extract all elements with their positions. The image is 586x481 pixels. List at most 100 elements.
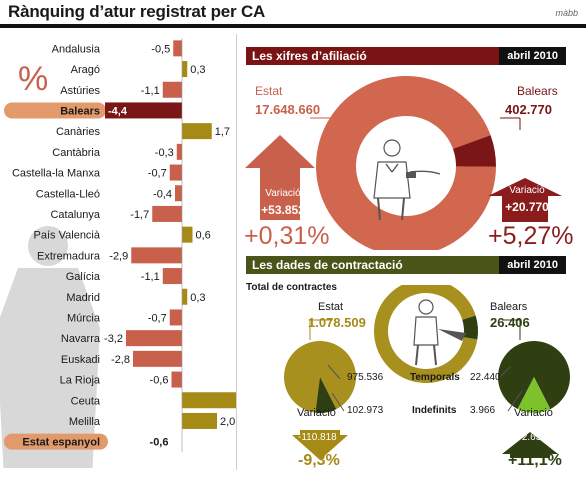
- balears-indefinits-value: 3.966: [470, 405, 496, 416]
- bar-balears: [105, 102, 182, 119]
- value-label-pais-valencia: 0,6: [196, 230, 211, 242]
- bar-arago: [182, 61, 188, 78]
- afiliacio-estat-variation-label: Variació: [265, 188, 301, 199]
- estat-indefinits-value: 102.973: [347, 405, 384, 416]
- value-label-euskadi: -2,8: [111, 354, 130, 366]
- percent-symbol: %: [18, 60, 49, 98]
- contractes-balears-arrow: [502, 432, 558, 458]
- bar-extremadura: [131, 247, 182, 264]
- category-label-castella-lleo: Castella-Lleó: [36, 188, 100, 200]
- value-label-canaries: 1,7: [215, 126, 230, 138]
- worker-icon: [413, 299, 466, 366]
- contractes-estat-temporals-slice: [284, 341, 356, 413]
- contractes-balears-variation: +2.634: [516, 432, 547, 443]
- bar-melilla: [182, 412, 217, 429]
- category-label-melilla: Melilla: [69, 416, 101, 428]
- bar-cantabria: [176, 143, 182, 160]
- page-title: Rànquing d’atur registrat per CA: [8, 2, 266, 21]
- category-label-catalunya: Catalunya: [50, 209, 100, 221]
- category-label-canaries: Canàries: [56, 126, 101, 138]
- value-label-extremadura: -2,9: [109, 250, 128, 262]
- value-label-balears: -4,4: [108, 105, 128, 117]
- contractacio-graphic: [284, 285, 570, 460]
- contractes-balears-indefinits-slice: [517, 377, 551, 413]
- contractacio-header: Les dades de contractació abril 2010: [246, 256, 566, 274]
- credit-label: màbb: [555, 8, 578, 18]
- category-label-andalusia: Andalusia: [52, 43, 101, 55]
- contractacio-title: Les dades de contractació: [252, 258, 403, 272]
- contractes-estat-variation: -110.818: [298, 432, 337, 443]
- afiliacio-estat-name: Estat: [255, 84, 283, 98]
- afiliacio-balears-value: 402.770: [505, 102, 552, 117]
- bar-andalusia: [173, 40, 182, 57]
- label-bg-estat-espanyol: [4, 433, 108, 450]
- column-divider: [236, 34, 237, 470]
- bar-castella-la-manxa: [169, 164, 182, 181]
- contractes-estat-arrow: [292, 430, 348, 460]
- value-label-murcia: -0,7: [148, 312, 167, 324]
- value-label-madrid: 0,3: [190, 292, 205, 304]
- afiliacio-estat-variation-pct: +0,31%: [244, 222, 330, 250]
- contractes-balears-name: Balears: [490, 301, 528, 313]
- bar-madrid: [182, 288, 188, 305]
- category-label-la-rioja: La Rioja: [60, 375, 101, 387]
- bar-castella-lleo: [175, 185, 182, 202]
- bar-galicia: [162, 268, 182, 285]
- value-label-cantabria: -0,3: [155, 147, 174, 159]
- category-label-cantabria: Cantàbria: [52, 147, 101, 159]
- afiliacio-estat-value: 17.648.660: [255, 102, 321, 117]
- value-label-galicia: -1,1: [141, 271, 160, 283]
- afiliacio-graphic: [245, 75, 562, 250]
- afiliacio-estat-arrow: [245, 135, 315, 220]
- bar-la-rioja: [171, 371, 182, 388]
- value-label-asturies: -1,1: [141, 85, 160, 97]
- afiliacio-balears-variation: +20.770: [505, 200, 549, 214]
- value-label-castella-lleo: -0,4: [153, 188, 172, 200]
- afiliacio-balears-variation-pct: +5,27%: [488, 222, 574, 250]
- label-bg-balears: [4, 102, 106, 119]
- bar-murcia: [169, 309, 182, 326]
- waiter-icon: [373, 139, 441, 221]
- category-label-castella-la-manxa: Castella-la Manxa: [12, 168, 101, 180]
- bar-canaries: [182, 123, 212, 140]
- category-label-pais-valencia: País Valencià: [34, 230, 101, 242]
- estat-temporals-value: 975.536: [347, 372, 384, 383]
- contractes-balears-temporals-slice: [498, 341, 570, 410]
- value-label-navarra: -3,2: [104, 333, 123, 345]
- afiliacio-title: Les xifres d’afiliació: [252, 49, 367, 63]
- bar-euskadi: [133, 350, 182, 367]
- afiliacio-period: abril 2010: [499, 47, 566, 65]
- category-label-murcia: Múrcia: [67, 312, 101, 324]
- bar-navarra: [126, 330, 182, 347]
- category-label-estat-espanyol: Estat espanyol: [22, 437, 100, 449]
- contractes-balears-ring: [462, 315, 478, 340]
- value-label-arago: 0,3: [190, 64, 205, 76]
- bar-pais-valencia: [182, 226, 193, 243]
- bar-ceuta: [182, 392, 236, 409]
- value-label-castella-la-manxa: -0,7: [148, 168, 167, 180]
- contractes-estat-variation-pct: -9,3%: [298, 452, 340, 469]
- contractes-estat-name: Estat: [318, 301, 344, 313]
- afiliacio-balears-variation-label: Variació: [509, 185, 545, 196]
- value-label-andalusia: -0,5: [151, 43, 170, 55]
- category-label-extremadura: Extremadura: [37, 250, 101, 262]
- contractacio-period: abril 2010: [499, 256, 566, 274]
- afiliacio-balears-slice: [452, 135, 496, 167]
- category-label-balears: Balears: [60, 105, 100, 117]
- temporals-label: Temporals: [410, 372, 460, 383]
- value-label-catalunya: -1,7: [130, 209, 149, 221]
- contractes-estat-total: 1.078.509: [308, 315, 366, 330]
- value-label-melilla: 2,0: [220, 416, 235, 428]
- category-label-ceuta: Ceuta: [71, 395, 101, 407]
- value-label-la-rioja: -0,6: [150, 375, 169, 387]
- person-silhouette: [0, 226, 100, 468]
- category-label-arago: Aragó: [71, 64, 100, 76]
- category-label-navarra: Navarra: [61, 333, 101, 345]
- category-label-euskadi: Euskadi: [61, 354, 100, 366]
- afiliacio-estat-slice: [316, 75, 496, 250]
- contractes-balears-variation-label: Variació: [514, 407, 553, 419]
- category-label-madrid: Madrid: [66, 292, 100, 304]
- afiliacio-estat-variation: +53.852: [261, 203, 305, 217]
- afiliacio-balears-arrow: [488, 178, 562, 222]
- ranking-chart: Andalusia -0,5 Aragó 0,3 Astúries -1,1 Balears…: [0, 38, 236, 468]
